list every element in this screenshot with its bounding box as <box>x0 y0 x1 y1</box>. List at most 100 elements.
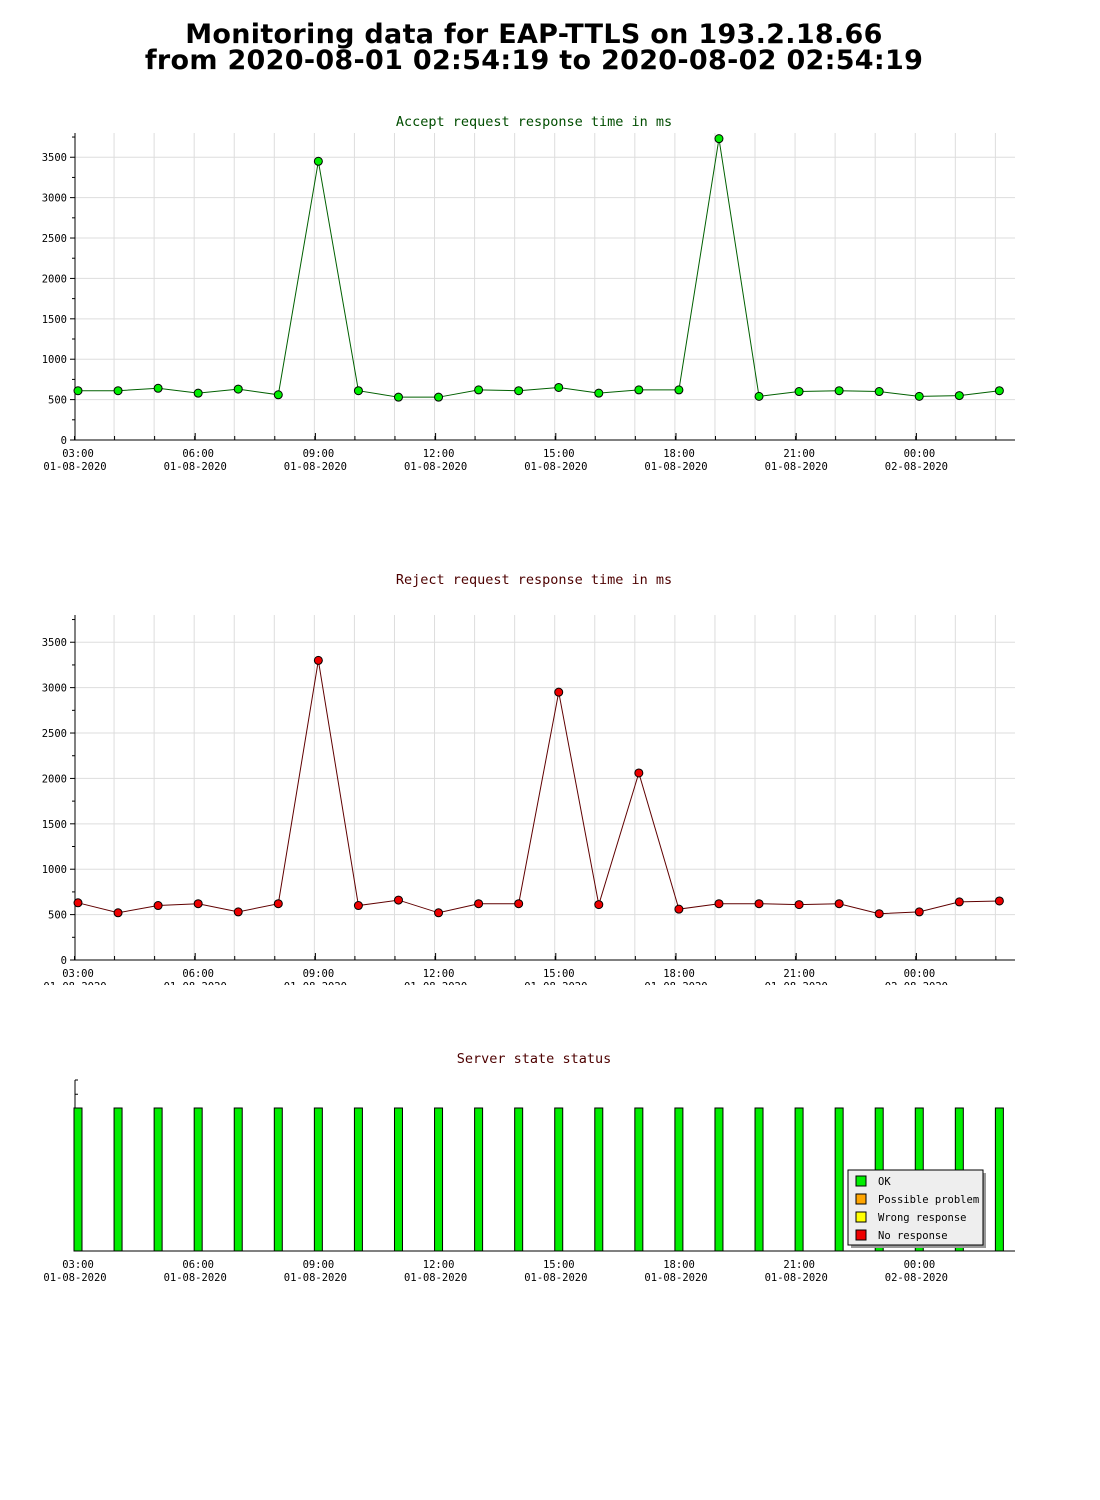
y-tick-label: 0 <box>61 435 67 447</box>
reject-data-point <box>153 901 163 911</box>
x-tick-label-time: 18:00 <box>663 448 695 460</box>
x-tick-label-time: 06:00 <box>182 1259 214 1271</box>
x-tick-label-time: 00:00 <box>904 448 936 460</box>
x-tick-label-date: 01-08-2020 <box>644 461 707 473</box>
accept-series-line <box>78 138 1000 398</box>
x-tick-label-time: 12:00 <box>423 448 455 460</box>
status-bar <box>794 1107 804 1252</box>
accept-data-point <box>554 382 564 392</box>
reject-data-point <box>113 908 123 918</box>
x-tick-label-time: 18:00 <box>663 1259 695 1271</box>
reject-data-point <box>754 899 764 909</box>
x-tick-label-time: 21:00 <box>783 448 815 460</box>
y-tick-label: 1500 <box>42 314 67 326</box>
status-bar <box>674 1107 684 1252</box>
status-bar <box>514 1107 524 1252</box>
status-bar <box>73 1107 83 1252</box>
x-tick-label-date: 01-08-2020 <box>284 1272 347 1284</box>
status-bar <box>754 1107 764 1252</box>
x-tick-label-date: 01-08-2020 <box>765 461 828 473</box>
status-bar <box>193 1107 203 1252</box>
status-bar <box>233 1107 243 1252</box>
x-tick-label-date: 01-08-2020 <box>404 461 467 473</box>
legend-box <box>847 1169 984 1246</box>
status-bar <box>994 1107 1004 1252</box>
status-bar <box>554 1107 564 1252</box>
reject-response-chart: Reject request response time in ms 0 500 10… <box>42 572 1015 985</box>
x-tick-label-date: 01-08-2020 <box>644 981 707 985</box>
accept-data-point <box>594 388 604 398</box>
status-bar <box>634 1107 644 1252</box>
page-title-line-1: Monitoring data for EAP-TTLS on 193.2.18… <box>185 19 883 50</box>
y-tick-label: 3500 <box>42 637 67 649</box>
x-tick-label-time: 03:00 <box>62 448 94 460</box>
chart-title: Server state status <box>457 1051 611 1067</box>
x-tick-label-time: 09:00 <box>303 968 335 980</box>
x-tick-label-time: 21:00 <box>783 968 815 980</box>
y-tick-label: 1000 <box>42 864 67 876</box>
x-tick-label-date: 01-08-2020 <box>164 1272 227 1284</box>
legend-label: Possible problem <box>878 1194 979 1206</box>
x-tick-label-time: 06:00 <box>182 448 214 460</box>
x-tick-label-date: 01-08-2020 <box>284 461 347 473</box>
accept-data-point <box>834 386 844 396</box>
x-tick-label-time: 06:00 <box>182 968 214 980</box>
status-bar <box>434 1107 444 1252</box>
status-bar <box>353 1107 363 1252</box>
x-tick-label-date: 01-08-2020 <box>524 461 587 473</box>
x-tick-label-time: 15:00 <box>543 1259 575 1271</box>
x-tick-label-time: 09:00 <box>303 1259 335 1271</box>
x-tick-label-date: 02-08-2020 <box>885 461 948 473</box>
y-tick-label: 0 <box>61 955 67 967</box>
legend-swatch <box>855 1175 867 1187</box>
reject-data-point <box>193 899 203 909</box>
page-title: Monitoring data for EAP-TTLS on 193.2.18… <box>0 19 1068 74</box>
status-bar <box>153 1107 163 1252</box>
accept-data-point <box>434 392 444 402</box>
accept-data-point <box>754 391 764 401</box>
y-tick-label: 1000 <box>42 354 67 366</box>
y-tick-label: 1500 <box>42 819 67 831</box>
reject-data-point <box>714 899 724 909</box>
reject-series-line <box>77 660 1000 915</box>
accept-data-point <box>153 383 163 393</box>
accept-data-point <box>994 386 1004 396</box>
x-tick-label-time: 18:00 <box>663 968 695 980</box>
x-tick-label-date: 02-08-2020 <box>885 1272 948 1284</box>
y-tick-label: 3500 <box>42 152 67 164</box>
reject-data-point <box>994 896 1004 906</box>
reject-data-point <box>874 909 884 919</box>
reject-data-point <box>674 904 684 914</box>
y-tick-label: 2500 <box>42 728 67 740</box>
legend-swatch <box>855 1211 867 1223</box>
reject-data-point <box>273 899 283 909</box>
reject-data-point <box>73 898 83 908</box>
accept-data-point <box>674 385 684 395</box>
reject-data-point <box>794 900 804 910</box>
x-tick-label-date: 01-08-2020 <box>164 461 227 473</box>
x-tick-label-date: 01-08-2020 <box>43 1272 106 1284</box>
accept-data-point <box>353 386 363 396</box>
y-tick-label: 500 <box>48 395 67 407</box>
x-tick-label-date: 01-08-2020 <box>524 981 587 985</box>
accept-data-point <box>794 387 804 397</box>
accept-data-point <box>73 386 83 396</box>
y-tick-label: 500 <box>48 910 67 922</box>
x-tick-label-date: 01-08-2020 <box>765 981 828 985</box>
accept-data-point <box>393 392 403 402</box>
chart-title: Accept request response time in ms <box>396 114 672 130</box>
reject-data-point <box>313 655 323 665</box>
reject-data-point <box>474 899 484 909</box>
status-bar <box>313 1107 323 1252</box>
legend-label: No response <box>878 1230 948 1242</box>
accept-data-point <box>113 386 123 396</box>
accept-data-point <box>714 134 724 144</box>
legend-swatch <box>855 1193 867 1205</box>
x-tick-label-date: 01-08-2020 <box>284 981 347 985</box>
x-tick-label-time: 00:00 <box>904 968 936 980</box>
x-tick-label-time: 00:00 <box>904 1259 936 1271</box>
chart-title: Reject request response time in ms <box>396 572 672 588</box>
x-tick-label-date: 01-08-2020 <box>765 1272 828 1284</box>
reject-data-point <box>514 899 524 909</box>
reject-data-point <box>634 768 644 778</box>
